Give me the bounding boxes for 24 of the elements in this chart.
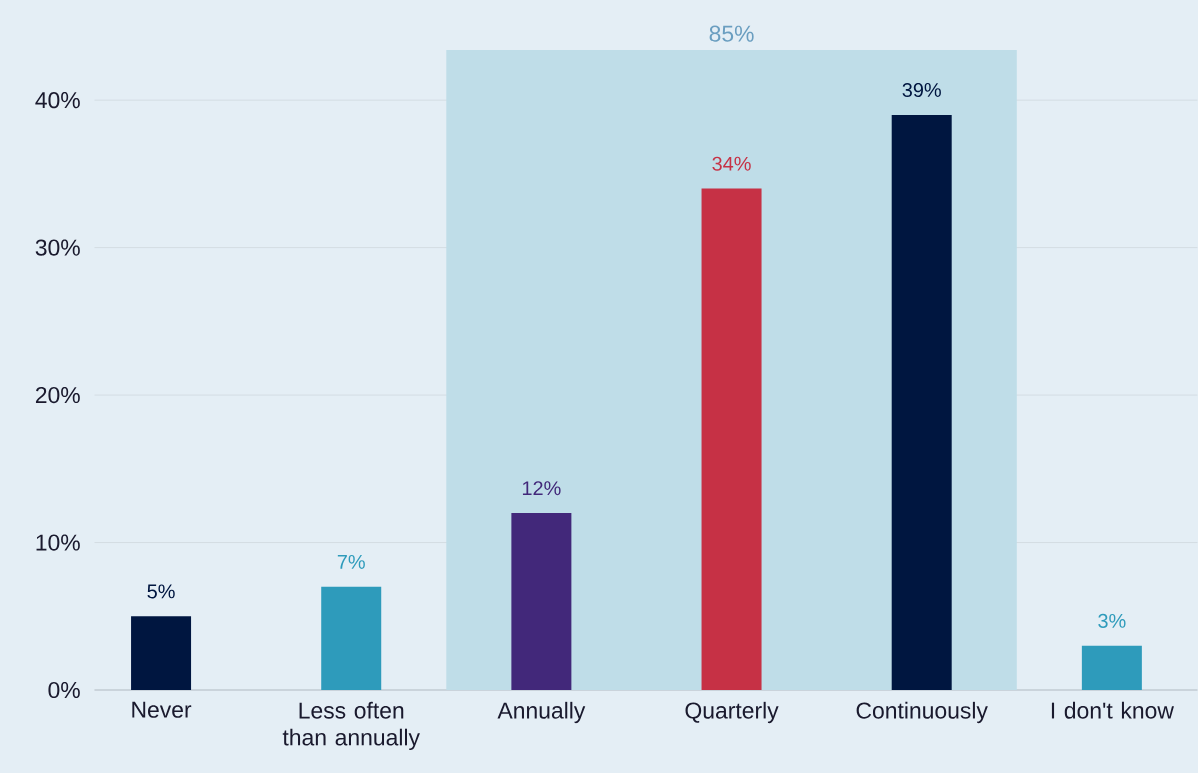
bar — [701, 188, 762, 690]
y-tick-label: 30% — [35, 239, 80, 256]
data-label: 39% — [902, 82, 941, 98]
data-label: 7% — [337, 554, 365, 569]
bar — [891, 114, 952, 690]
x-tick-label: I don't know — [1051, 701, 1174, 719]
data-label: 3% — [1098, 613, 1126, 628]
x-tick-label: Annually — [497, 701, 586, 724]
x-tick-label: Quarterly — [685, 701, 779, 724]
data-label: 12% — [522, 481, 561, 496]
bar — [511, 513, 572, 690]
y-tick-label: 40% — [35, 92, 80, 109]
y-tick-label: 0% — [48, 681, 80, 699]
x-tick-label: Continuously — [856, 701, 988, 724]
bar — [1081, 645, 1142, 690]
band-label: 85% — [709, 25, 754, 42]
data-label: 34% — [712, 156, 751, 171]
x-tick-label: Never — [132, 701, 192, 718]
bar — [131, 616, 192, 690]
data-label: 5% — [147, 584, 175, 599]
x-tick-label: Less often than annually — [282, 701, 420, 751]
bar — [321, 586, 382, 690]
y-tick-label: 10% — [36, 534, 80, 551]
y-tick-label: 20% — [35, 386, 80, 404]
